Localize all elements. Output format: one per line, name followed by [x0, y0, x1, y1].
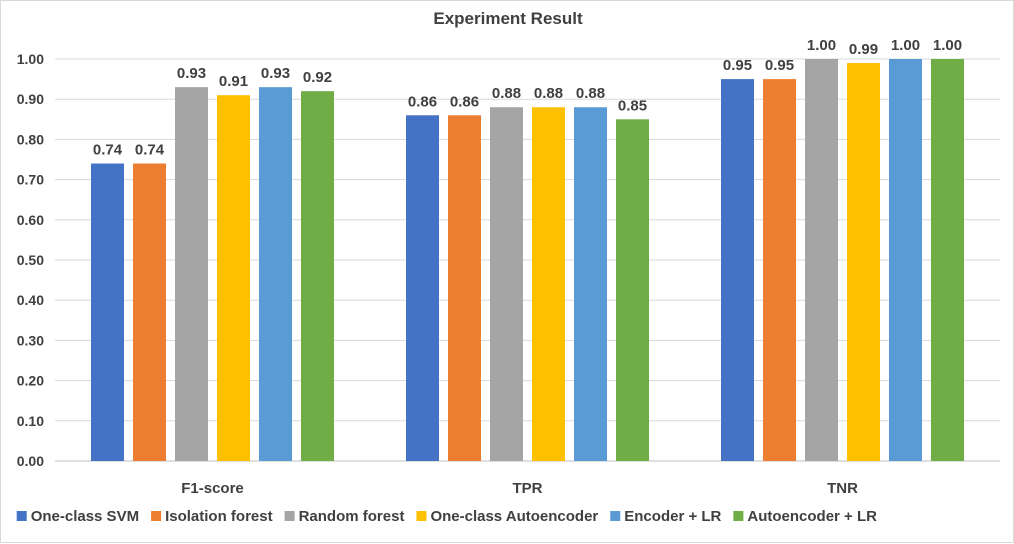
y-tick-label: 0.70 [17, 172, 44, 188]
y-tick-label: 0.50 [17, 252, 44, 268]
legend-label: Isolation forest [165, 508, 273, 525]
bar [616, 119, 649, 462]
y-tick-label: 0.40 [17, 292, 44, 308]
bar [448, 115, 481, 461]
bar [259, 87, 292, 461]
x-category-label: TNR [827, 480, 858, 497]
y-tick-label: 0.00 [17, 453, 44, 469]
legend-swatch [733, 511, 744, 521]
bar [847, 63, 880, 462]
y-tick-label: 0.30 [17, 332, 44, 348]
legend-swatch [151, 511, 162, 521]
y-tick-label: 0.60 [17, 212, 44, 228]
legend-swatch [284, 511, 295, 521]
legend-swatch [16, 511, 27, 521]
data-label: 0.93 [261, 65, 290, 82]
bar [574, 107, 607, 462]
bar [301, 91, 334, 461]
bar [133, 163, 166, 461]
chart-title: Experiment Result [433, 9, 583, 28]
legend: One-class SVM Isolation forest Random fore… [16, 508, 877, 525]
y-tick-label: 0.10 [17, 413, 44, 429]
legend-label: Random forest [299, 508, 405, 525]
data-label: 1.00 [807, 37, 836, 54]
legend-swatch [416, 511, 427, 521]
data-label: 0.92 [303, 69, 332, 86]
bar [406, 115, 439, 461]
bar [805, 59, 838, 461]
bar [91, 163, 124, 461]
data-label: 0.95 [765, 57, 794, 74]
data-label: 0.74 [135, 142, 165, 159]
y-tick-label: 0.90 [17, 91, 44, 107]
data-label: 0.91 [219, 73, 248, 90]
data-label: 0.88 [492, 85, 521, 102]
y-axis-ticks: 0.00 0.10 0.20 0.30 0.40 0.50 0.60 0.70 0.80 0.90… [17, 51, 44, 469]
data-label: 0.85 [618, 97, 647, 114]
data-label: 0.74 [93, 142, 123, 159]
legend-label: One-class SVM [31, 508, 139, 525]
data-label: 0.86 [408, 93, 437, 110]
legend-swatch [610, 511, 621, 521]
x-category-label: TPR [513, 480, 543, 497]
y-tick-label: 0.20 [17, 373, 44, 389]
data-label: 1.00 [891, 37, 920, 54]
data-labels: 0.74 0.74 0.93 0.91 0.93 0.92 0.86 0.86 0.88 0.88… [93, 37, 962, 159]
bar [532, 107, 565, 462]
legend-label: One-class Autoencoder [430, 508, 598, 525]
bars [91, 59, 964, 462]
x-category-label: F1-score [181, 480, 244, 497]
bar [721, 79, 754, 461]
legend-label: Encoder + LR [624, 508, 721, 525]
bar [490, 107, 523, 462]
x-axis-categories: F1-score TPR TNR [181, 480, 858, 497]
bar [217, 95, 250, 462]
data-label: 0.88 [534, 85, 563, 102]
data-label: 0.93 [177, 65, 206, 82]
data-label: 0.95 [723, 57, 752, 74]
bar [931, 59, 964, 461]
legend-label: Autoencoder + LR [747, 508, 877, 525]
bar [763, 79, 796, 461]
gridlines [55, 58, 1000, 462]
data-label: 0.86 [450, 93, 479, 110]
bar [175, 87, 208, 461]
bar [889, 59, 922, 461]
data-label: 0.88 [576, 85, 605, 102]
y-tick-label: 1.00 [17, 51, 44, 67]
data-label: 1.00 [933, 37, 962, 54]
data-label: 0.99 [849, 41, 878, 58]
y-tick-label: 0.80 [17, 131, 44, 147]
